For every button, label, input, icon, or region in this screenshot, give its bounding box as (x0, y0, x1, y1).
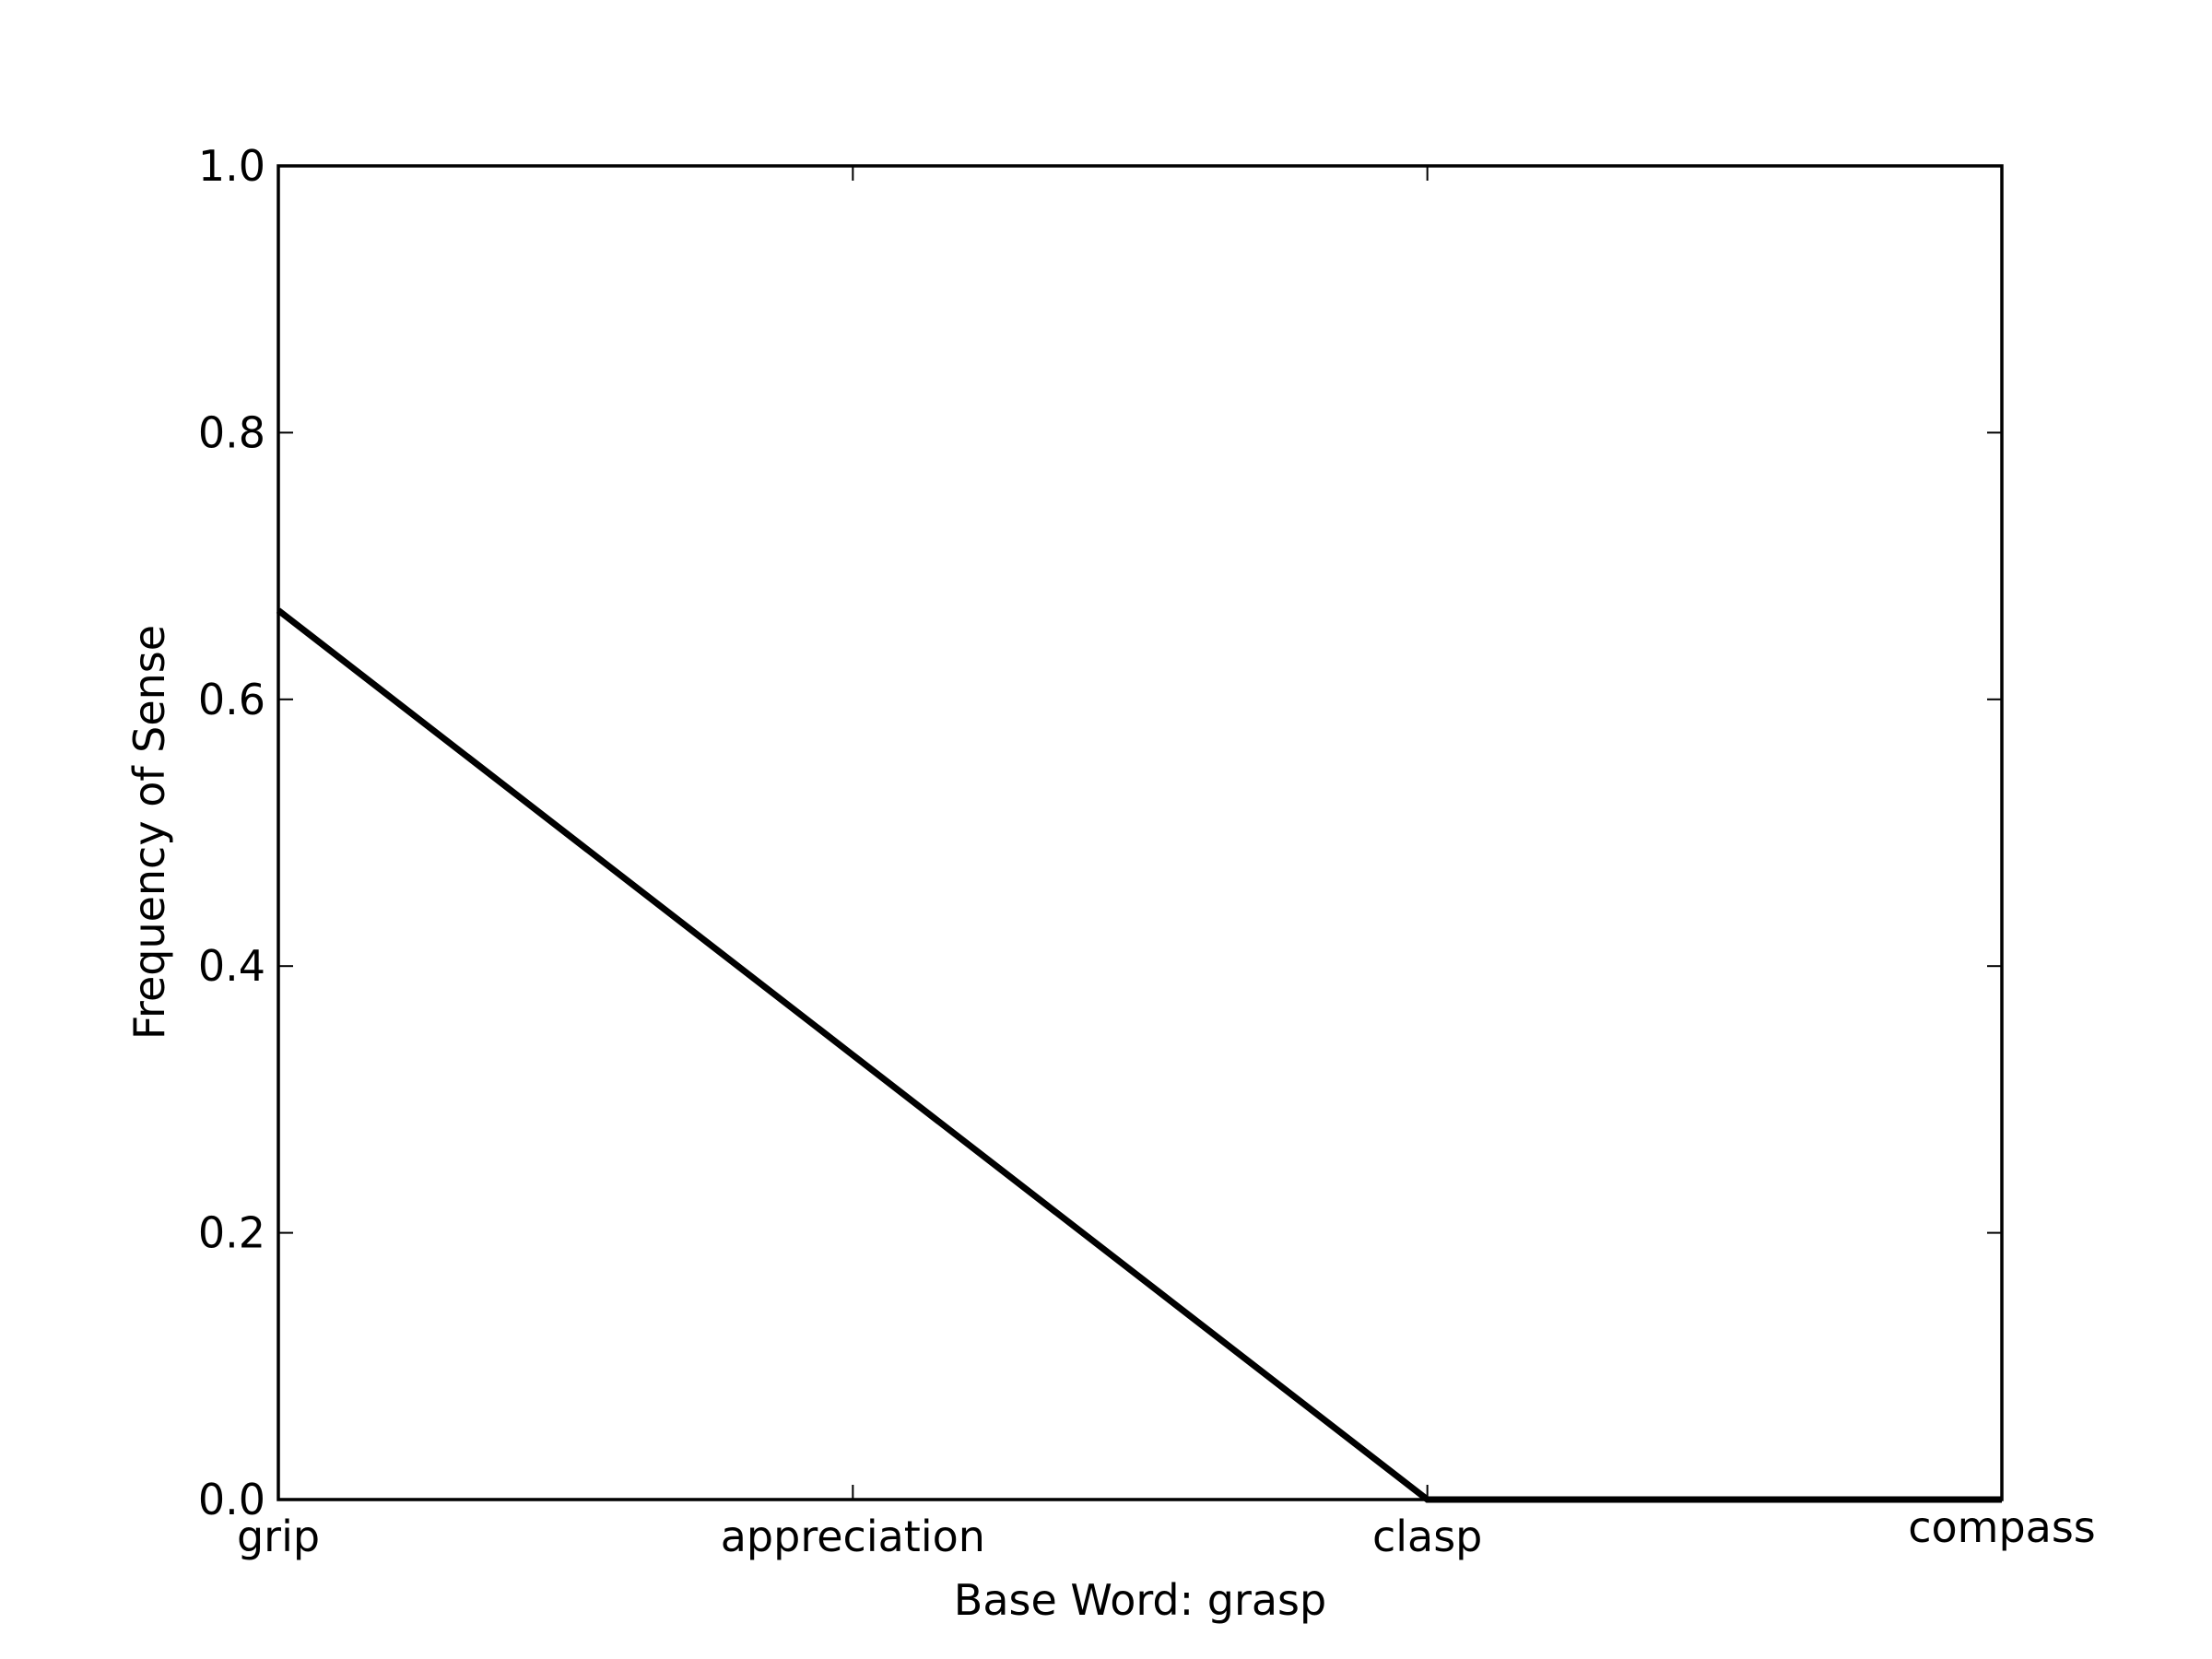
x-tick-label: appreciation (721, 1512, 985, 1561)
x-tick-label: compass (1908, 1502, 2096, 1552)
y-tick-label: 0.0 (198, 1475, 265, 1524)
y-axis-label: Frequency of Sense (124, 625, 174, 1040)
x-tick-label: grip (237, 1512, 320, 1561)
y-tick-label: 0.4 (198, 941, 265, 991)
y-tick-label: 1.0 (198, 141, 265, 191)
y-tick-label: 0.2 (198, 1208, 265, 1258)
x-tick-label: clasp (1372, 1512, 1482, 1561)
plot-frame (276, 164, 2004, 1501)
y-tick-label: 0.6 (198, 675, 265, 724)
x-axis-label: Base Word: grasp (954, 1575, 1326, 1625)
y-tick-label: 0.8 (198, 407, 265, 457)
labels-layer: 0.0 0.2 0.4 0.6 0.8 1.0 grip appreciation clasp c… (198, 141, 2096, 1561)
